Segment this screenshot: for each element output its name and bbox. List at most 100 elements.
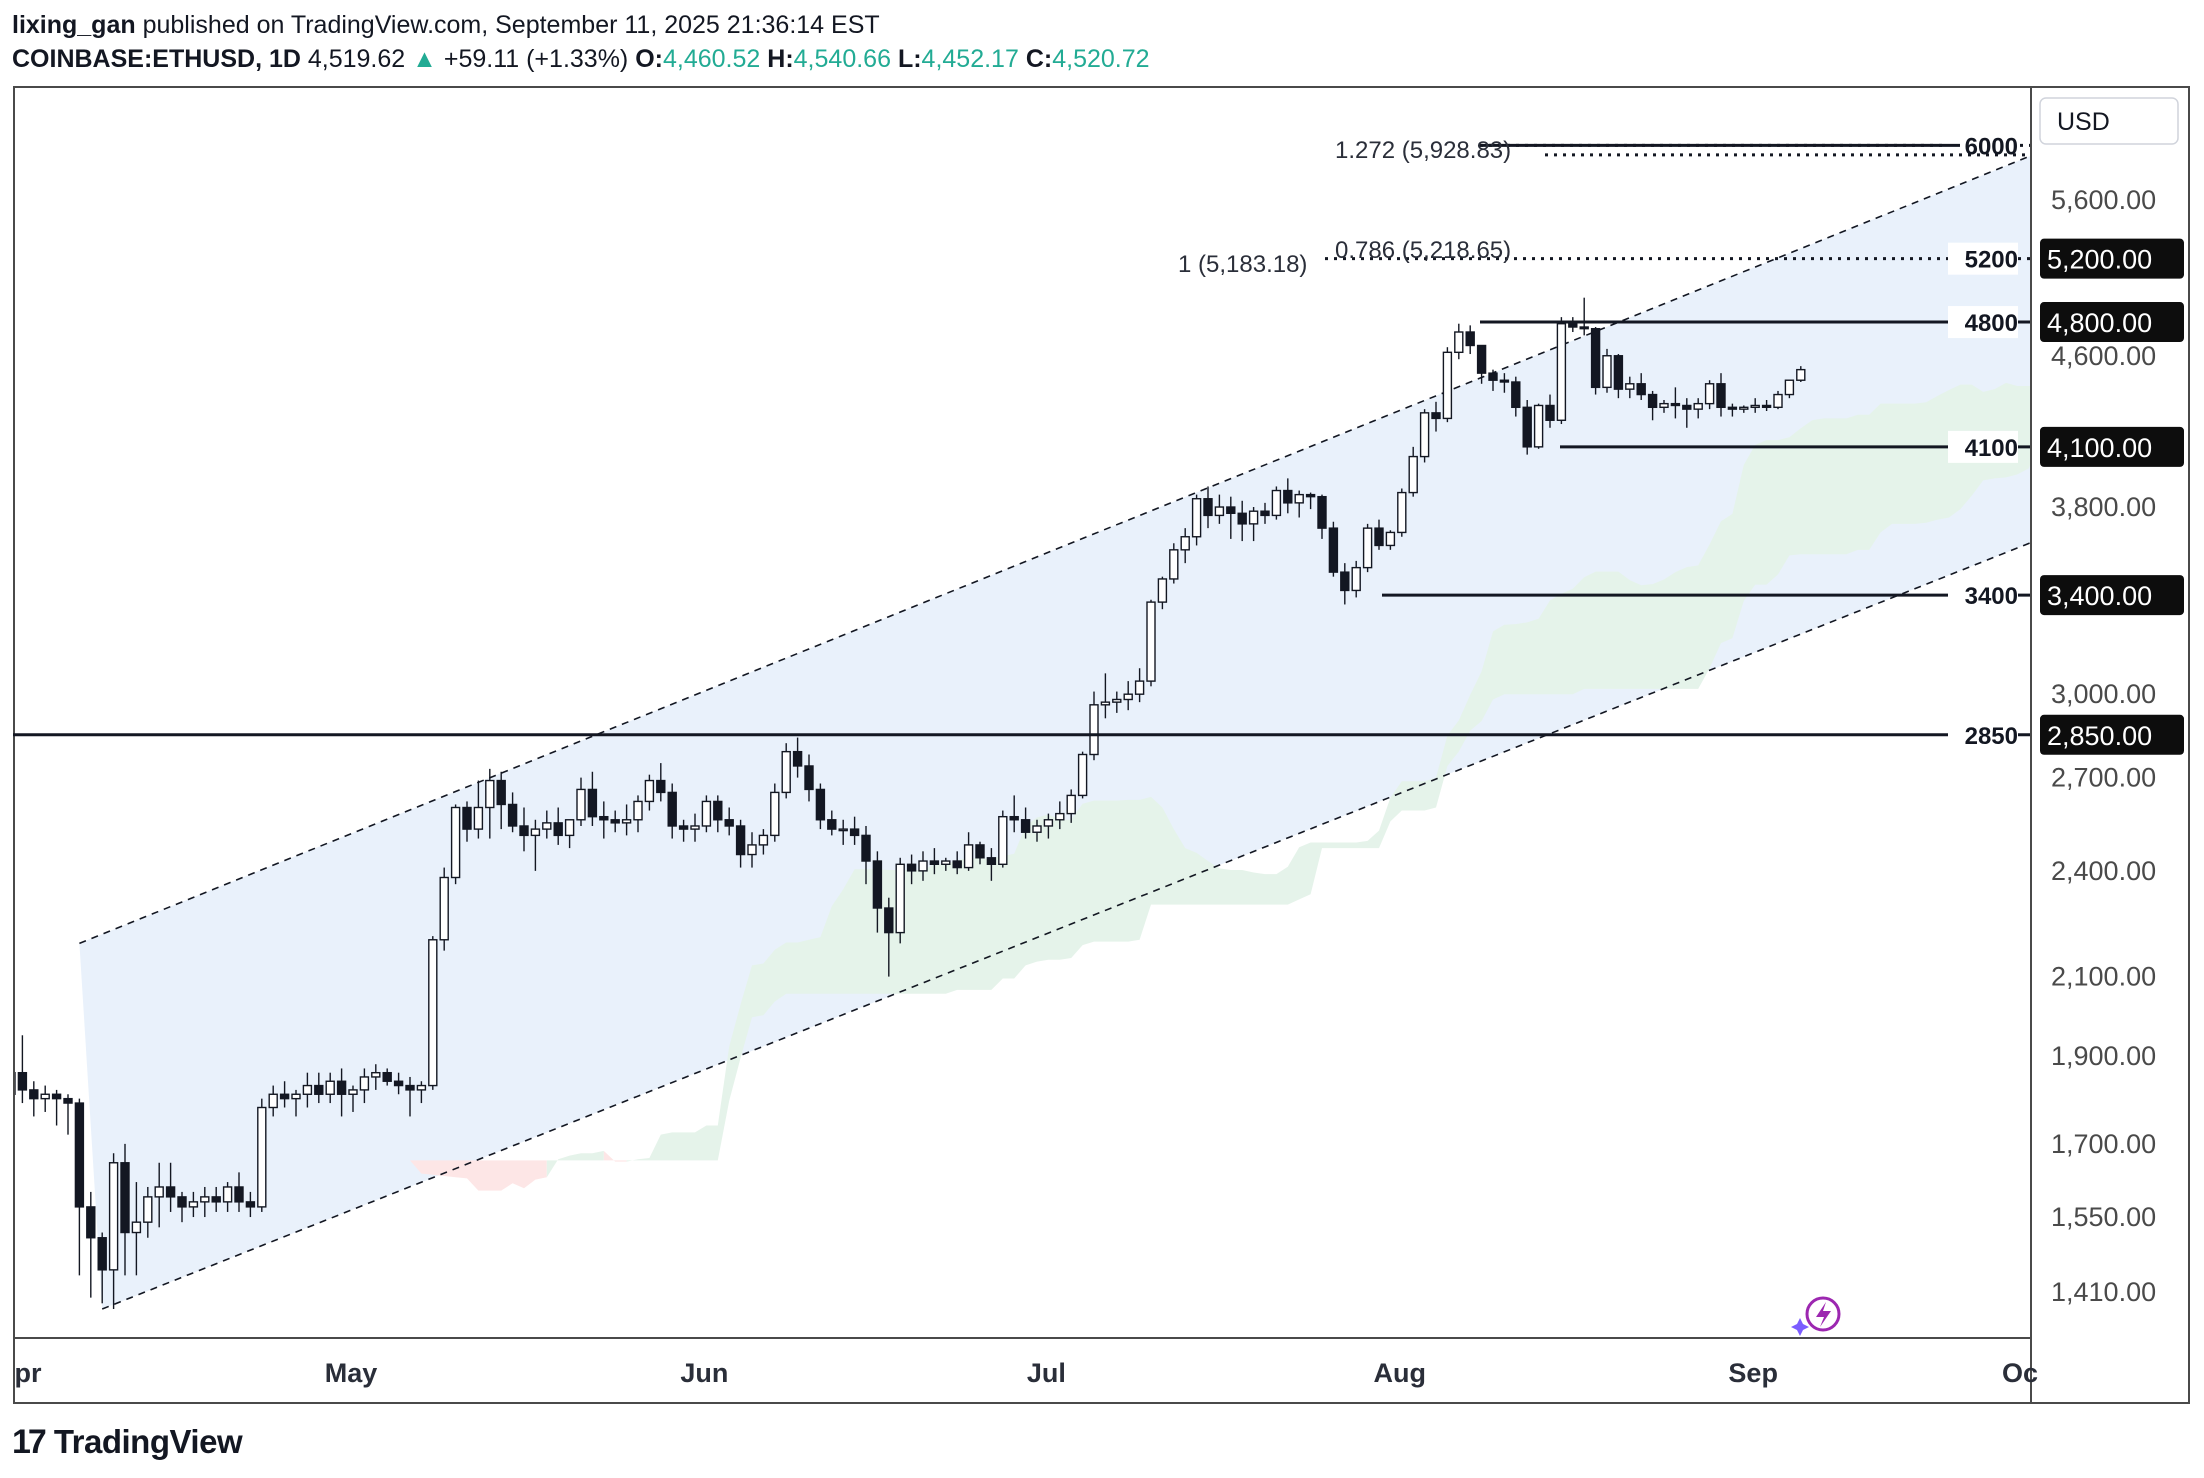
candle[interactable]: [279, 1081, 290, 1108]
candle[interactable]: [1226, 496, 1236, 539]
candle[interactable]: [29, 1081, 39, 1117]
candle[interactable]: [302, 1072, 313, 1108]
candle[interactable]: [1237, 500, 1247, 542]
candle[interactable]: [1157, 576, 1168, 610]
channel-upper-line[interactable]: [79, 152, 2040, 945]
candle[interactable]: [1750, 398, 1760, 413]
candle[interactable]: [781, 743, 791, 799]
candle[interactable]: [234, 1172, 244, 1212]
candle[interactable]: [131, 1182, 142, 1276]
candle[interactable]: [963, 832, 974, 871]
candle[interactable]: [1112, 691, 1122, 713]
candle[interactable]: [120, 1143, 130, 1276]
candle[interactable]: [359, 1068, 370, 1104]
candle[interactable]: [792, 737, 803, 778]
candle[interactable]: [747, 832, 757, 868]
candle[interactable]: [599, 801, 609, 839]
candle[interactable]: [371, 1064, 381, 1090]
symbol-label[interactable]: COINBASE:ETHUSD, 1D: [12, 45, 301, 73]
candle[interactable]: [1283, 478, 1293, 514]
candle[interactable]: [108, 1153, 119, 1310]
candle[interactable]: [439, 867, 449, 951]
candle[interactable]: [1488, 369, 1498, 391]
candle[interactable]: [1317, 494, 1327, 539]
candle[interactable]: [1545, 394, 1555, 428]
candle[interactable]: [1077, 751, 1088, 799]
candle[interactable]: [724, 807, 734, 836]
candle[interactable]: [1260, 502, 1270, 524]
candle[interactable]: [154, 1162, 164, 1228]
price-axis[interactable]: USD 5,600.00 4,600.00 3,800.00 3,000.00 2,700…: [2030, 88, 2188, 1402]
candle[interactable]: [1693, 398, 1703, 419]
candle[interactable]: [428, 936, 438, 1090]
candle[interactable]: [1670, 387, 1681, 419]
candle[interactable]: [348, 1085, 358, 1112]
candle[interactable]: [1191, 494, 1202, 546]
candle[interactable]: [1511, 376, 1521, 417]
candle[interactable]: [1682, 398, 1692, 428]
candle[interactable]: [986, 848, 997, 881]
candle[interactable]: [1340, 563, 1350, 605]
candle[interactable]: [336, 1068, 347, 1117]
candle[interactable]: [1055, 801, 1065, 830]
tradingview-logo[interactable]: 17 TradingView: [12, 1422, 243, 1462]
candle[interactable]: [929, 848, 940, 875]
candle[interactable]: [462, 801, 472, 842]
candle[interactable]: [553, 807, 563, 845]
candle[interactable]: [1647, 390, 1658, 421]
candle[interactable]: [1066, 789, 1076, 823]
candle[interactable]: [1716, 373, 1726, 417]
candle[interactable]: [1476, 344, 1487, 384]
candle[interactable]: [1499, 373, 1510, 393]
candle[interactable]: [1351, 560, 1361, 598]
author-name[interactable]: lixing_gan: [12, 11, 136, 39]
candle[interactable]: [1431, 401, 1441, 432]
candle[interactable]: [895, 857, 905, 944]
candle[interactable]: [1408, 446, 1418, 497]
candle[interactable]: [644, 774, 655, 811]
candle[interactable]: [884, 897, 894, 977]
candle[interactable]: [1123, 681, 1133, 711]
lightning-icon[interactable]: [1791, 1296, 1841, 1336]
candle[interactable]: [1134, 668, 1145, 703]
candle[interactable]: [827, 810, 837, 836]
candle[interactable]: [1613, 354, 1624, 399]
candle[interactable]: [713, 795, 723, 833]
candle[interactable]: [1625, 376, 1635, 399]
candle[interactable]: [405, 1076, 415, 1117]
candle[interactable]: [86, 1191, 96, 1298]
currency-button[interactable]: [2039, 97, 2179, 145]
candle[interactable]: [1385, 530, 1396, 550]
candle[interactable]: [1043, 813, 1054, 839]
candle[interactable]: [770, 783, 780, 842]
candle[interactable]: [1761, 399, 1772, 411]
candle[interactable]: [1214, 494, 1225, 524]
candle[interactable]: [165, 1162, 176, 1212]
candle[interactable]: [667, 783, 677, 839]
candle[interactable]: [1784, 379, 1795, 399]
candle[interactable]: [633, 795, 643, 833]
candle[interactable]: [906, 854, 917, 885]
time-axis[interactable]: pr May Jun Jul Aug Sep Oc: [15, 1337, 2039, 1388]
candle[interactable]: [314, 1072, 324, 1104]
candle[interactable]: [1454, 323, 1464, 360]
candle[interactable]: [325, 1072, 335, 1104]
candle[interactable]: [1419, 409, 1430, 463]
candle[interactable]: [382, 1068, 392, 1086]
candle[interactable]: [758, 829, 769, 855]
candle[interactable]: [1248, 507, 1259, 542]
candle[interactable]: [1203, 486, 1213, 529]
candle[interactable]: [804, 754, 814, 802]
candle[interactable]: [1522, 399, 1532, 455]
candle[interactable]: [496, 771, 506, 830]
candle[interactable]: [838, 819, 848, 845]
candle[interactable]: [1568, 317, 1578, 333]
candle[interactable]: [7, 1068, 16, 1112]
candle[interactable]: [678, 819, 689, 842]
candle[interactable]: [222, 1182, 233, 1212]
candle[interactable]: [1704, 380, 1715, 410]
candle[interactable]: [177, 1191, 187, 1223]
candle[interactable]: [610, 810, 620, 833]
candle[interactable]: [1796, 366, 1806, 382]
candle[interactable]: [690, 813, 700, 842]
